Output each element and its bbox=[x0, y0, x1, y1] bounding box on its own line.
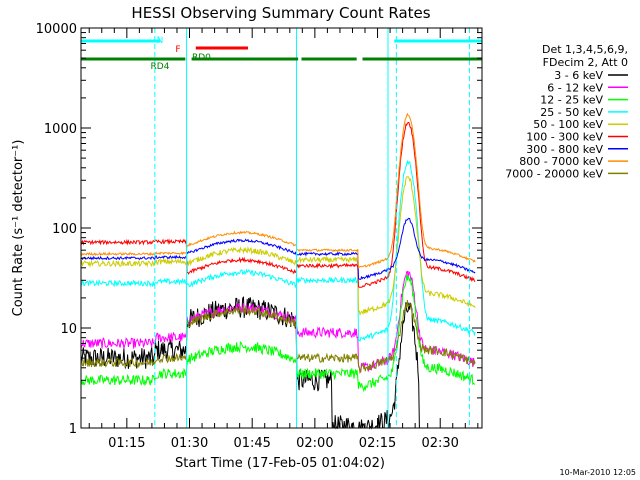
legend-label-6: 100 - 300 keV bbox=[526, 131, 603, 144]
legend-label-8: 800 - 7000 keV bbox=[519, 155, 603, 168]
legend-label-4: 25 - 50 keV bbox=[540, 106, 603, 119]
series-line-6 bbox=[80, 122, 476, 288]
y-tick-label-10: 10 bbox=[60, 322, 77, 337]
x-tick-label-5: 02:15 bbox=[359, 436, 396, 451]
series-line-3 bbox=[80, 274, 476, 393]
series-line-2 bbox=[80, 270, 476, 374]
y-tick-label-10000: 10000 bbox=[36, 22, 77, 37]
series-line-4 bbox=[80, 159, 476, 343]
y-tick-label-100: 100 bbox=[52, 222, 77, 237]
flag-label-rd4: RD4 bbox=[151, 62, 170, 72]
x-tick-label-1: 01:15 bbox=[108, 436, 145, 451]
legend-header-2: FDecim 2, Att 0 bbox=[543, 56, 628, 69]
legend-label-7: 300 - 800 keV bbox=[526, 143, 603, 156]
legend-label-1: 3 - 6 keV bbox=[554, 69, 603, 82]
series-line-8 bbox=[80, 112, 476, 269]
x-tick-label-2: 01:30 bbox=[171, 436, 208, 451]
x-axis-label: Start Time (17-Feb-05 01:04:02) bbox=[175, 456, 385, 471]
y-axis-label: Count Rate (s⁻¹ detector⁻¹) bbox=[11, 140, 26, 317]
legend-header-1: Det 1,3,4,5,6,9, bbox=[542, 43, 628, 56]
series-line-7 bbox=[80, 217, 476, 280]
flag-label-rd0: RD0 bbox=[192, 53, 211, 63]
x-tick-label-3: 01:45 bbox=[233, 436, 270, 451]
series-line-5 bbox=[80, 176, 476, 316]
footer-timestamp: 10-Mar-2010 12:05 bbox=[560, 468, 637, 477]
x-tick-label-4: 02:00 bbox=[296, 436, 333, 451]
legend-label-9: 7000 - 20000 keV bbox=[505, 167, 603, 180]
axes: 1 10 100 1000 10000 01:15 01:30 01:45 02:00 02:15… bbox=[36, 22, 482, 451]
y-tick-label-1: 1 bbox=[69, 422, 77, 437]
flag-label-n: N bbox=[157, 36, 164, 46]
legend-label-3: 12 - 25 keV bbox=[540, 94, 603, 107]
series-line-9 bbox=[80, 300, 476, 375]
legend: Det 1,3,4,5,6,9,FDecim 2, Att 03 - 6 keV… bbox=[505, 43, 628, 180]
flag-bars: N F RD0 RD4 bbox=[80, 36, 482, 72]
plot-lines bbox=[80, 28, 476, 430]
y-tick-label-1000: 1000 bbox=[44, 122, 77, 137]
series-line-1 bbox=[80, 296, 476, 430]
chart-title: HESSI Observing Summary Count Rates bbox=[131, 4, 430, 22]
legend-label-2: 6 - 12 keV bbox=[547, 81, 603, 94]
flag-label-f: F bbox=[175, 45, 180, 55]
x-tick-label-6: 02:30 bbox=[421, 436, 458, 451]
legend-label-5: 50 - 100 keV bbox=[533, 118, 603, 131]
